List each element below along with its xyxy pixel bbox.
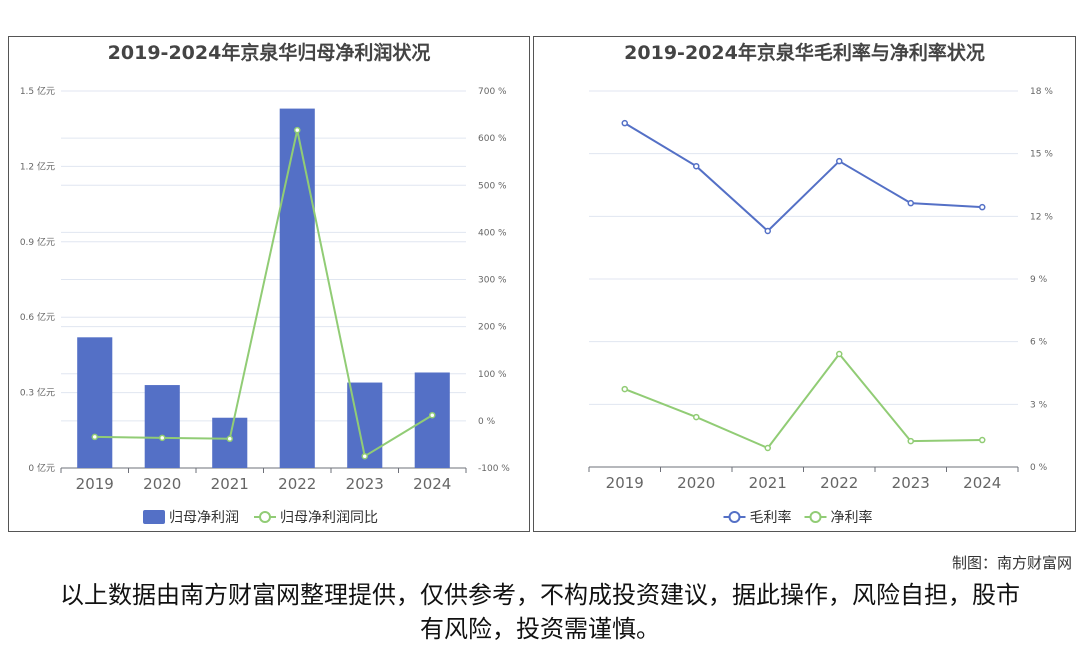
x-tick-label: 2022 [278,475,316,493]
data-point [226,435,233,443]
y-right-tick-label: 600 % [478,134,507,144]
legend-label: 毛利率 [750,509,792,526]
data-point [907,437,914,445]
x-tick-label: 2022 [820,474,858,492]
y-right-tick-label: 400 % [478,228,507,238]
y-left-tick-label: 1.5 亿元 [20,85,55,97]
y-right-tick-label: 700 % [478,87,507,97]
data-point [979,436,986,444]
y-left-tick-label: 0.3 亿元 [20,387,55,399]
bar [212,417,248,468]
x-tick-label: 2021 [749,474,787,492]
margin-chart: 2019-2024年京泉华毛利率与净利率状况 0 % 3 % 6 % 9 % 12 % 15… [588,41,1053,526]
legend-swatch [259,511,271,523]
legend-label: 归母净利润 [169,509,239,526]
legend-swatch [728,511,741,523]
y-left-tick-label: 0.6 亿元 [20,311,55,323]
data-point [621,119,628,127]
x-tick-label: 2024 [413,475,451,493]
x-tick-label: 2019 [76,475,114,493]
y-right-tick-label: 0 % [478,417,496,427]
margin-chart-panel: 2019-2024年京泉华毛利率与净利率状况 0 % 3 % 6 % 9 % 12 % 15… [533,36,1076,532]
x-tick-label: 2019 [606,474,644,492]
bar [77,337,113,468]
y-right-tick-label: 0 % [1030,463,1048,473]
bar [144,385,180,468]
data-point [361,452,368,460]
x-tick-label: 2023 [892,474,930,492]
y-right-tick-label: -100 % [478,464,510,474]
y-right-tick-label: 3 % [1030,400,1048,410]
y-right-tick-label: 300 % [478,276,507,286]
bar [414,372,450,468]
data-point [979,203,986,211]
y-left-tick-label: 0.9 亿元 [20,236,55,248]
y-right-tick-label: 9 % [1030,275,1048,285]
data-point [836,157,843,165]
net-profit-chart-panel: 2019-2024年京泉华归母净利润状况 -100 % 0 % 100 % 200 % 3… [8,36,530,532]
data-point [764,227,771,235]
y-right-tick-label: 6 % [1030,338,1048,348]
data-point [159,434,166,442]
disclaimer: 以上数据由南方财富网整理提供，仅供参考，不构成投资建议，据此操作，风险自担，股市… [60,581,1020,643]
x-tick-label: 2020 [143,475,181,493]
y-right-tick-label: 200 % [478,323,507,333]
data-point [91,433,98,441]
chart-credit: 制图：南方财富网 [951,554,1072,572]
y-right-tick-label: 15 % [1030,150,1053,160]
y-left-tick-label: 1.2 亿元 [20,160,55,172]
data-point [764,444,771,452]
x-tick-label: 2021 [211,475,249,493]
chart-title: 2019-2024年京泉华归母净利润状况 [108,41,431,64]
net-profit-chart: 2019-2024年京泉华归母净利润状况 -100 % 0 % 100 % 200 % 3… [20,41,510,526]
data-point [836,350,843,358]
data-point [907,199,914,207]
legend-swatch [143,510,165,524]
data-point [693,162,700,170]
data-point [294,126,301,134]
legend-swatch [809,511,822,523]
series-line [624,352,983,450]
series-line [624,122,983,233]
legend-label: 归母净利润同比 [280,509,378,526]
y-right-tick-label: 18 % [1030,87,1053,97]
data-point [429,411,436,419]
y-right-tick-label: 100 % [478,370,507,380]
data-point [621,385,628,393]
y-left-tick-label: 0 亿元 [28,462,55,474]
x-tick-label: 2020 [677,474,715,492]
data-point [693,413,700,421]
y-right-tick-label: 500 % [478,181,507,191]
x-tick-label: 2023 [346,475,384,493]
legend-label: 净利率 [831,509,873,526]
bar [279,108,315,469]
y-right-tick-label: 12 % [1030,212,1053,222]
x-tick-label: 2024 [963,474,1001,492]
chart-title: 2019-2024年京泉华毛利率与净利率状况 [624,41,985,64]
series-line [94,129,433,458]
